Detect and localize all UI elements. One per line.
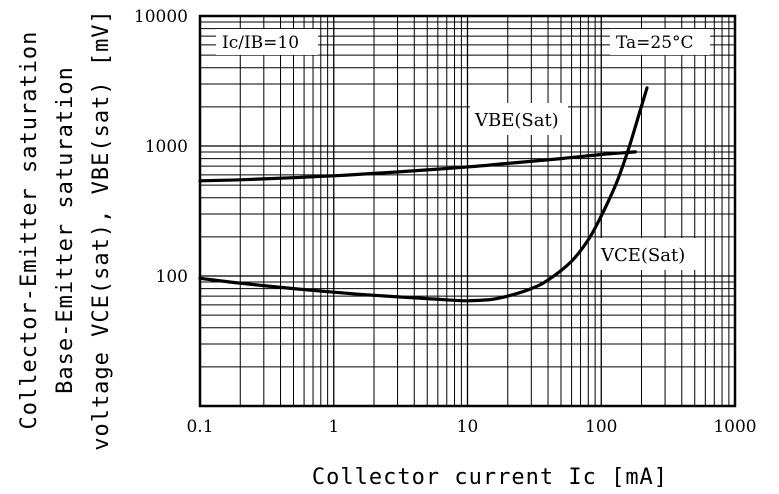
series-line-vce-sat [198,86,649,303]
y-axis-title-line-2: Base-Emitter saturation [53,66,78,394]
x-tick-label: 0.1 [186,417,213,437]
vce-label-background [596,238,696,270]
x-tick-label: 1 [328,417,339,437]
y-axis-title-line-1: Collector-Emitter saturation [17,31,42,430]
condition-left-annotation: Ic/IB=10 [222,33,299,53]
grid [200,16,735,406]
y-tick-label: 10000 [134,7,188,27]
x-tick-label: 100 [585,417,617,437]
tick-labels: 0.1 1 10 100 1000 100 1000 10000 [134,7,757,437]
condition-left-background [216,29,318,55]
series-line-vbe-sat [198,150,637,183]
y-axis-title-line-3: voltage VCE(sat), VBE(sat) [mV] [89,9,114,451]
y-tick-label: 100 [156,267,188,287]
x-axis-title: Collector current Ic [mA] [312,465,668,490]
x-tick-label: 10 [457,417,479,437]
series-lines [198,86,649,303]
x-tick-label: 1000 [713,417,756,437]
condition-right-background [610,29,710,55]
y-tick-label: 1000 [145,137,188,157]
series-label-vce: VCE(Sat) [600,245,685,266]
vbe-label-background [470,103,568,135]
series-label-vbe: VBE(Sat) [474,110,559,131]
plot-frame [198,14,737,408]
condition-right-annotation: Ta=25°C [616,33,694,53]
